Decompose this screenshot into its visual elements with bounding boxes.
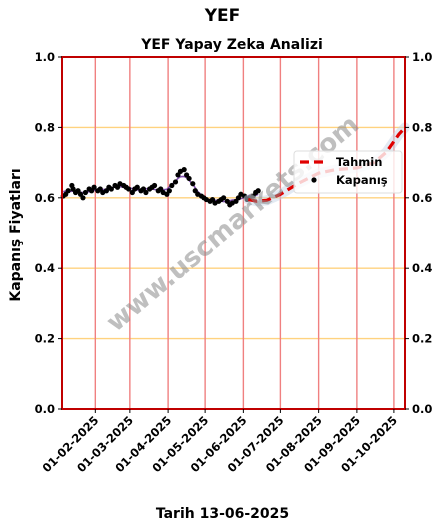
forecast-chart: YEF Yapay Zeka Analizi Kapanış Fiyatları… [8,37,433,475]
close-point-2 [65,188,71,194]
close-point-9 [82,189,89,196]
y-tick-label-left-4: 0.8 [35,120,55,134]
legend: Tahmin Kapanış [293,150,403,194]
close-point-12 [91,184,97,190]
close-point-39 [169,182,175,189]
plot-frame [61,56,406,410]
legend-forecast-label: Tahmin [336,155,382,169]
y-axis-label: Kapanış Fiyatları [8,168,24,301]
watermark-text: www.uscmarkets.com [101,110,365,338]
y-tick-label-left-2: 0.4 [35,261,55,275]
close-point-18 [108,186,114,192]
axes: 0.0 0.00.2 0.20.4 0.40.6 0.60.8 0.81.0 1.001-0… [35,50,433,475]
close-point-43 [181,167,187,173]
y-tick-label-right-0: 0.0 [412,402,432,416]
close-point-27 [134,184,140,190]
y-tick-label-left-0: 0.0 [35,402,55,416]
plot-border [61,56,406,410]
y-tick-label-right-4: 0.8 [412,120,432,134]
close-point-24 [126,186,132,192]
close-point-38 [166,188,172,194]
legend-close-label: Kapanış [336,173,388,187]
y-tick-label-right-2: 0.4 [412,261,432,275]
y-tick-label-left-1: 0.2 [35,332,55,346]
y-tick-label-right-1: 0.2 [412,332,432,346]
close-point-57 [221,195,227,201]
page-title: YEF [204,6,241,26]
y-tick-label-left-5: 1.0 [35,50,55,64]
date-label: Tarih 13-06-2025 [155,506,290,522]
close-points-layer [60,167,261,208]
y-tick-label-right-5: 1.0 [412,50,432,64]
watermark: www.uscmarkets.com [101,110,365,338]
close-point-69 [255,188,261,194]
legend-close-swatch [311,177,317,183]
close-point-46 [190,181,196,187]
y-tick-label-left-3: 0.6 [35,191,55,205]
close-point-45 [186,175,192,182]
y-tick-label-right-3: 0.6 [412,191,432,205]
close-point-40 [172,179,179,185]
close-point-33 [151,182,158,189]
close-point-8 [80,195,86,201]
grid [62,56,405,410]
close-point-30 [143,189,149,196]
chart-title: YEF Yapay Zeka Analizi [140,37,323,53]
